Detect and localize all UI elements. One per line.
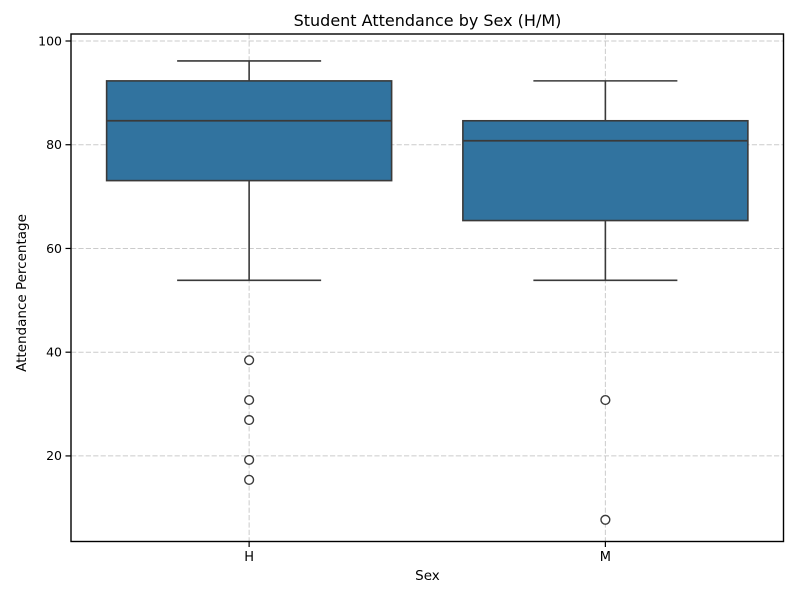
box-m xyxy=(462,119,749,222)
chart-title: Student Attendance by Sex (H/M) xyxy=(293,11,562,30)
x-axis-label: Sex xyxy=(415,568,440,584)
outlier-point xyxy=(244,414,255,426)
outlier-point xyxy=(600,394,611,406)
x-tick-label: M xyxy=(600,550,611,565)
outlier-point xyxy=(600,514,611,525)
y-tick-label: 60 xyxy=(46,241,62,256)
axes-frame xyxy=(70,33,785,543)
y-tick-label: 40 xyxy=(46,344,62,359)
outlier-point xyxy=(244,355,255,366)
x-tick-label: H xyxy=(244,550,254,565)
outlier-point xyxy=(244,474,255,485)
outlier-point xyxy=(244,394,255,406)
y-tick-label: 80 xyxy=(46,137,62,152)
outlier-point xyxy=(244,454,255,466)
y-tick-label: 100 xyxy=(38,33,62,48)
box-h xyxy=(105,80,393,182)
y-tick-label: 20 xyxy=(46,448,62,463)
